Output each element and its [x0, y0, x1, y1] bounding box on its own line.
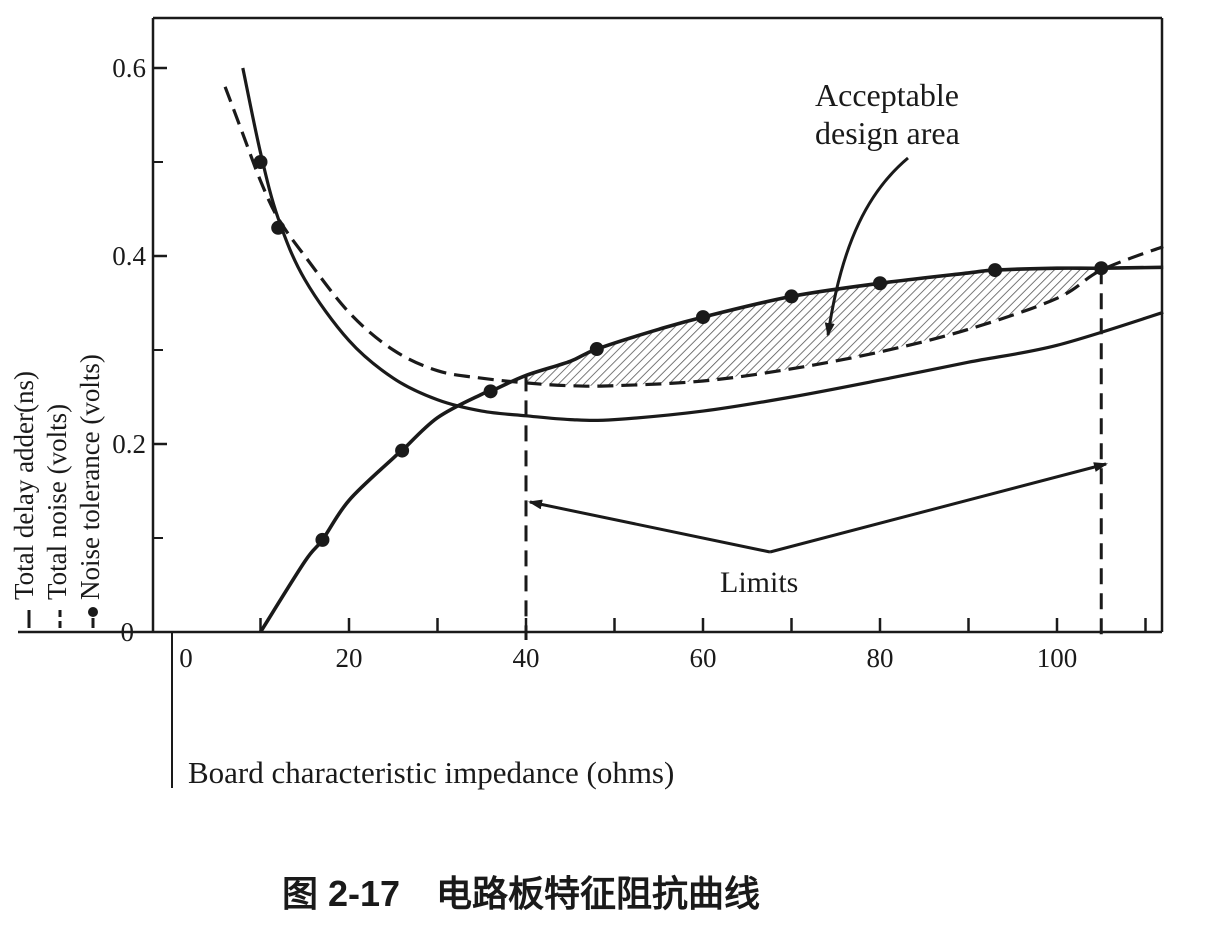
x-tick-label: 60	[690, 643, 717, 673]
noise-tolerance-marker	[253, 155, 268, 169]
noise-tolerance-marker	[589, 342, 604, 357]
limits-label: Limits	[720, 566, 798, 599]
noise-tolerance-marker	[483, 384, 498, 399]
noise-tolerance-marker	[315, 532, 330, 547]
annotation-arrow	[824, 156, 909, 337]
legend-swatch-dot	[88, 607, 98, 617]
noise-tolerance-marker	[988, 263, 1003, 278]
legend-label-total-delay-adder: Total delay adder(ns)	[9, 371, 39, 600]
acceptable-design-area-shading	[526, 268, 1102, 386]
noise-tolerance-marker	[271, 220, 286, 235]
annotation-design-area: design area	[815, 115, 960, 151]
y-tick-label: 0.2	[112, 429, 146, 459]
limits-arrow-left	[528, 499, 771, 554]
noise-tolerance-marker	[696, 310, 710, 325]
y-tick-label: 0.4	[112, 241, 146, 271]
series-line-total-delay-adder	[241, 67, 1164, 422]
x-tick-label: 80	[867, 643, 894, 673]
legend-label-total-noise: Total noise (volts)	[42, 404, 72, 600]
x-tick-label: 20	[336, 643, 363, 673]
limits-group	[524, 268, 1103, 640]
y-tick-label: 0.6	[112, 53, 146, 83]
figure-caption: 图 2-17 电路板特征阻抗曲线	[282, 873, 760, 914]
x-tick-label: 40	[513, 643, 540, 673]
legend: Total delay adder(ns) Total noise (volts…	[9, 354, 105, 628]
x-tick-label: 100	[1037, 643, 1078, 673]
legend-label-noise-tolerance: Noise tolerance (volts)	[75, 354, 105, 600]
x-axis-title: Board characteristic impedance (ohms)	[188, 755, 674, 790]
noise-tolerance-marker	[873, 276, 887, 291]
x-tick-label: 0	[179, 643, 193, 673]
axis-ticks: 0 20 40 60 80 100 0 0.2 0.4 0.6	[112, 53, 1147, 673]
y-tick-label: 0	[121, 617, 135, 647]
noise-tolerance-marker	[784, 289, 799, 304]
annotation-acceptable: Acceptable	[815, 77, 959, 113]
limits-arrow-right	[769, 462, 1108, 554]
series-line-noise-tolerance	[258, 265, 1164, 633]
noise-tolerance-markers	[253, 155, 1109, 547]
noise-tolerance-marker	[395, 443, 410, 458]
